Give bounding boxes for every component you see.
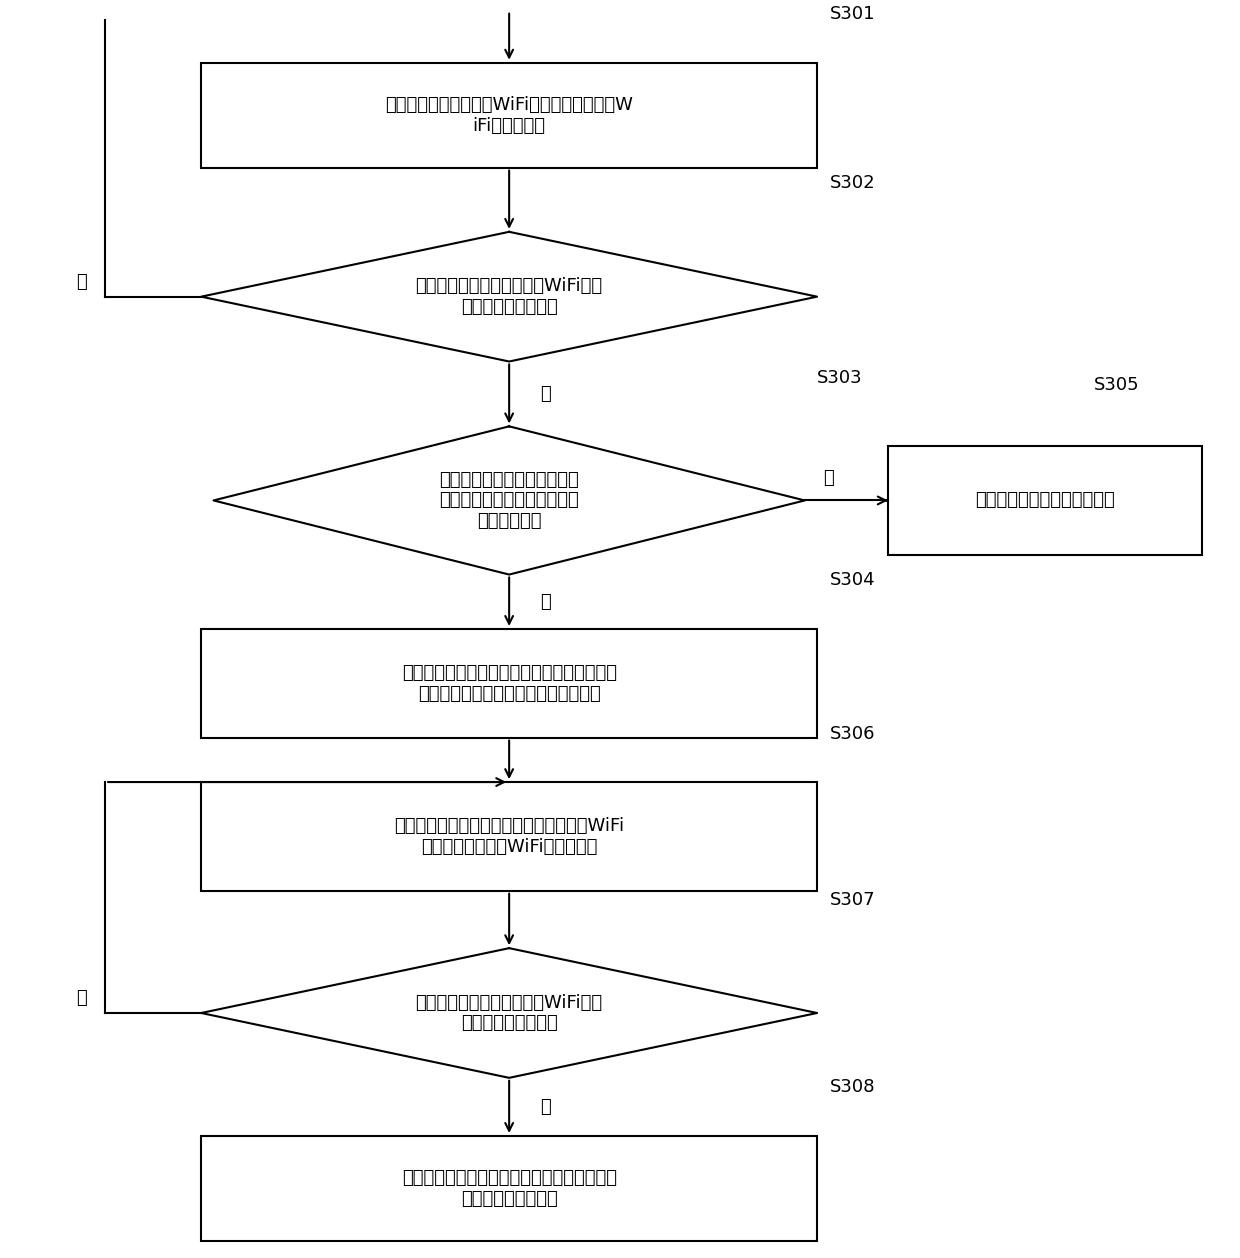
Text: 判断是否存在任意一个所述WiFi热点
的名称满足第一条件: 判断是否存在任意一个所述WiFi热点 的名称满足第一条件: [415, 277, 603, 316]
Text: S302: S302: [830, 175, 875, 192]
Text: 检测预设距离范围内的WiFi热点，并获取所述W
iFi热点的名称: 检测预设距离范围内的WiFi热点，并获取所述W iFi热点的名称: [386, 96, 634, 135]
Text: 否: 否: [539, 593, 551, 610]
Text: S308: S308: [830, 1078, 875, 1097]
FancyBboxPatch shape: [201, 1136, 817, 1240]
Text: S301: S301: [830, 5, 875, 23]
Text: 判断所述移动终端当前的情景
模式是否为与第一条件对应的
第一情景模式: 判断所述移动终端当前的情景 模式是否为与第一条件对应的 第一情景模式: [439, 470, 579, 531]
FancyBboxPatch shape: [201, 63, 817, 167]
Text: 判断是否存在任意一个所述WiFi热点
的名称满足第一条件: 判断是否存在任意一个所述WiFi热点 的名称满足第一条件: [415, 994, 603, 1033]
FancyBboxPatch shape: [888, 447, 1202, 555]
Text: 是: 是: [76, 989, 87, 1008]
Text: S306: S306: [830, 725, 875, 742]
Text: S303: S303: [817, 369, 863, 386]
Text: S305: S305: [1094, 376, 1140, 394]
Text: 否: 否: [539, 1098, 551, 1116]
Text: 否: 否: [76, 273, 87, 291]
Text: 保持移动终端为第一情景模式: 保持移动终端为第一情景模式: [975, 492, 1115, 509]
Text: S304: S304: [830, 571, 875, 589]
FancyBboxPatch shape: [201, 782, 817, 891]
Text: 将与所述第一条件对应的第一情景模式还原至
所述当前的情景模式: 将与所述第一条件对应的第一情景模式还原至 所述当前的情景模式: [402, 1169, 616, 1208]
Text: 按照预设时间间隔检测预设距离范围内的WiFi
热点，并获取所述WiFi热点的名称: 按照预设时间间隔检测预设距离范围内的WiFi 热点，并获取所述WiFi热点的名称: [394, 816, 624, 855]
FancyBboxPatch shape: [201, 629, 817, 737]
Text: 是: 是: [823, 469, 835, 487]
Text: 是: 是: [539, 385, 551, 403]
Text: S307: S307: [830, 891, 875, 908]
Text: 保存移动终端当前的情景模式，并设置所述移
动终端当前的情景模式为第一情景模式: 保存移动终端当前的情景模式，并设置所述移 动终端当前的情景模式为第一情景模式: [402, 664, 616, 703]
